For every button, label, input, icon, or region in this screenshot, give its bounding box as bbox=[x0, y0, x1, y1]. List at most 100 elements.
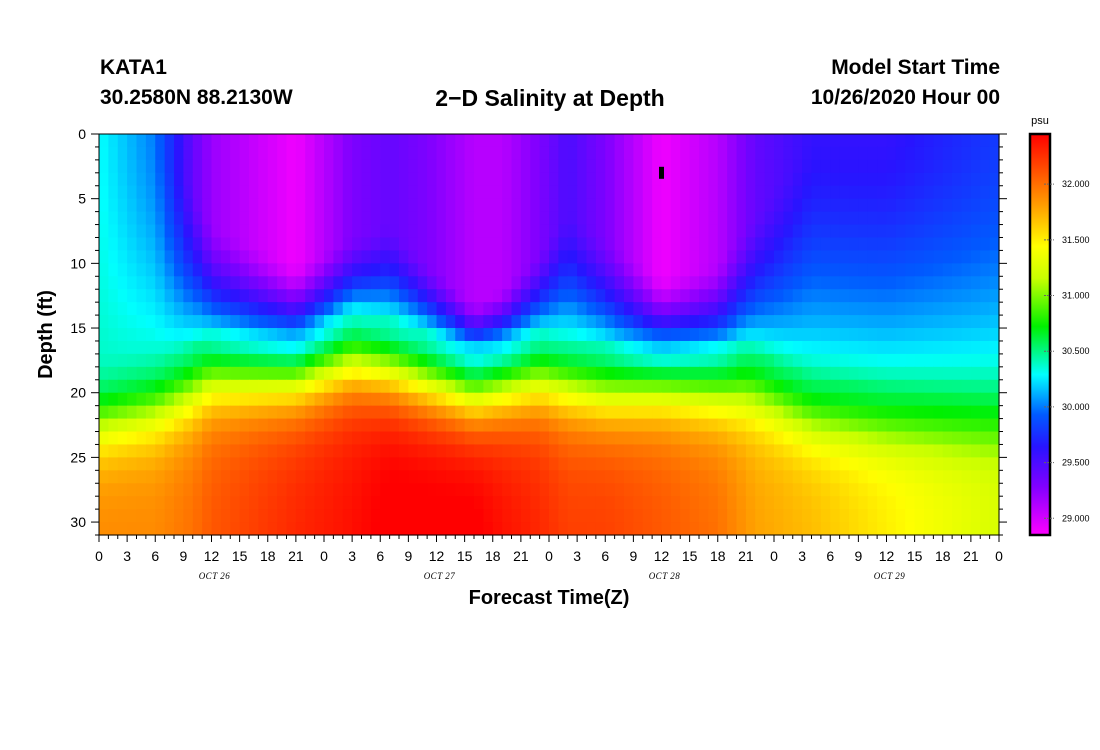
heatmap-cell bbox=[127, 353, 138, 368]
heatmap-cell bbox=[895, 379, 906, 394]
heatmap-cell bbox=[886, 457, 897, 471]
heatmap-cell bbox=[258, 276, 269, 290]
heatmap-cell bbox=[108, 392, 119, 407]
heatmap-cell bbox=[961, 483, 972, 497]
heatmap-cell bbox=[952, 418, 963, 433]
heatmap-cell bbox=[502, 418, 513, 433]
heatmap-cell bbox=[586, 431, 597, 446]
heatmap-cell bbox=[492, 263, 503, 277]
heatmap-cell bbox=[333, 405, 344, 420]
heatmap-cell bbox=[764, 263, 775, 277]
heatmap-cell bbox=[427, 496, 438, 510]
heatmap-cell bbox=[324, 224, 334, 239]
station-id: KATA1 bbox=[100, 56, 167, 79]
heatmap-cell bbox=[380, 496, 391, 510]
heatmap-cell bbox=[924, 418, 934, 433]
heatmap-cell bbox=[783, 315, 794, 329]
heatmap-cell bbox=[858, 340, 869, 355]
heatmap-cell bbox=[830, 444, 841, 458]
heatmap-cell bbox=[567, 302, 578, 316]
heatmap-cell bbox=[230, 289, 241, 303]
heatmap-cell bbox=[877, 340, 888, 355]
heatmap-cell bbox=[680, 237, 691, 252]
heatmap-cell bbox=[464, 211, 475, 226]
heatmap-cell bbox=[549, 237, 559, 252]
heatmap-cell bbox=[877, 302, 888, 316]
heatmap-cell bbox=[652, 263, 663, 277]
heatmap-cell bbox=[239, 444, 250, 458]
heatmap-cell bbox=[324, 263, 334, 277]
heatmap-cell bbox=[783, 237, 794, 252]
heatmap-cell bbox=[286, 185, 297, 200]
x-tick-label: 21 bbox=[513, 548, 529, 564]
heatmap-cell bbox=[520, 263, 531, 277]
heatmap-cell bbox=[820, 509, 831, 523]
heatmap-cell bbox=[483, 146, 494, 161]
heatmap-cell bbox=[811, 250, 822, 264]
heatmap-cell bbox=[680, 522, 691, 536]
heatmap-cell bbox=[389, 185, 400, 200]
heatmap-cell bbox=[980, 134, 991, 148]
heatmap-cell bbox=[239, 366, 250, 381]
x-tick-label: 18 bbox=[710, 548, 726, 564]
heatmap-cell bbox=[558, 509, 569, 523]
heatmap-cell bbox=[811, 211, 822, 226]
heatmap-cell bbox=[511, 418, 522, 433]
heatmap-cell bbox=[295, 198, 306, 213]
heatmap-cell bbox=[155, 522, 166, 536]
heatmap-cell bbox=[567, 496, 578, 510]
heatmap-cell bbox=[99, 211, 109, 226]
heatmap-cell bbox=[820, 237, 831, 252]
heatmap-cell bbox=[820, 340, 831, 355]
heatmap-cell bbox=[614, 237, 625, 252]
colorbar: 29.00029.50030.00030.50031.00031.50032.0… bbox=[1028, 115, 1090, 537]
heatmap-cell bbox=[145, 185, 156, 200]
heatmap-cell bbox=[249, 172, 259, 187]
heatmap-cell bbox=[970, 418, 981, 433]
heatmap-cell bbox=[99, 418, 109, 433]
heatmap-cell bbox=[820, 224, 831, 239]
heatmap-cell bbox=[520, 237, 531, 252]
heatmap-cell bbox=[989, 522, 1000, 536]
colorbar-gradient bbox=[1030, 134, 1050, 535]
heatmap-cell bbox=[117, 146, 128, 161]
heatmap-cell bbox=[183, 483, 194, 497]
heatmap-cell bbox=[117, 237, 128, 252]
heatmap-cell bbox=[661, 302, 672, 316]
heatmap-cell bbox=[155, 224, 166, 239]
heatmap-cell bbox=[220, 353, 231, 368]
heatmap-cell bbox=[502, 470, 513, 484]
heatmap-cell bbox=[370, 211, 381, 226]
heatmap-cell bbox=[267, 405, 278, 420]
heatmap-cell bbox=[839, 470, 850, 484]
heatmap-cell bbox=[895, 315, 906, 329]
heatmap-cell bbox=[324, 198, 334, 213]
heatmap-cell bbox=[680, 289, 691, 303]
heatmap-cell bbox=[933, 366, 944, 381]
heatmap-cell bbox=[277, 418, 288, 433]
heatmap-cell bbox=[314, 405, 325, 420]
heatmap-cell bbox=[586, 276, 597, 290]
heatmap-cell bbox=[961, 509, 972, 523]
heatmap-cell bbox=[99, 134, 109, 148]
heatmap-cell bbox=[774, 392, 784, 407]
heatmap-cell bbox=[942, 340, 953, 355]
heatmap-cell bbox=[164, 328, 175, 342]
heatmap-cell bbox=[811, 237, 822, 252]
heatmap-cell bbox=[755, 392, 766, 407]
heatmap-cell bbox=[108, 134, 119, 148]
heatmap-cell bbox=[633, 315, 644, 329]
heatmap-cell bbox=[408, 159, 419, 174]
heatmap-cell bbox=[708, 185, 719, 200]
heatmap-cell bbox=[689, 379, 700, 394]
heatmap-cell bbox=[858, 444, 869, 458]
heatmap-cell bbox=[108, 431, 119, 446]
heatmap-cell bbox=[849, 340, 859, 355]
heatmap-cell bbox=[192, 185, 203, 200]
heatmap-cell bbox=[661, 496, 672, 510]
heatmap-cell bbox=[530, 470, 541, 484]
heatmap-cell bbox=[858, 353, 869, 368]
heatmap-cell bbox=[202, 470, 213, 484]
heatmap-cell bbox=[961, 237, 972, 252]
heatmap-cell bbox=[183, 470, 194, 484]
